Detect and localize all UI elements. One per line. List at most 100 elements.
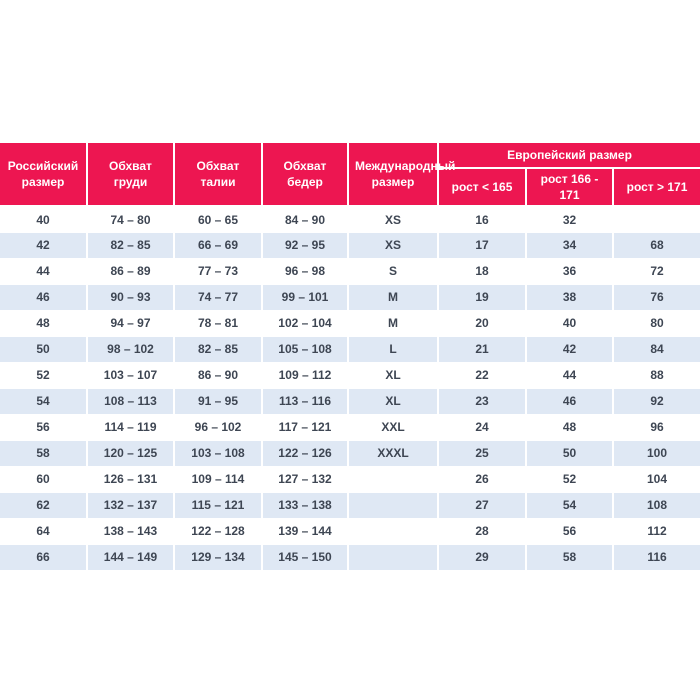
table-cell: 42	[525, 336, 613, 363]
column-header-height-gt-171: рост > 171	[612, 166, 700, 208]
table-cell: 115 – 121	[173, 492, 262, 519]
table-cell: 24	[437, 414, 526, 441]
table-cell: 127 – 132	[261, 466, 348, 493]
table-cell: 145 – 150	[261, 544, 348, 571]
table-cell: 138 – 143	[86, 518, 174, 545]
table-row: 46 90 – 93 74 – 77 99 – 101 M 19 38 76	[0, 284, 700, 311]
table-cell: 56	[525, 518, 613, 545]
table-cell: 56	[0, 414, 87, 441]
table-cell: 133 – 138	[261, 492, 348, 519]
table-cell: 129 – 134	[173, 544, 262, 571]
table-cell: 94 – 97	[86, 310, 174, 337]
table-cell: 122 – 126	[261, 440, 348, 467]
table-cell: 28	[437, 518, 526, 545]
table-cell: 62	[0, 492, 87, 519]
table-cell: 46	[525, 388, 613, 415]
table-cell: 109 – 114	[173, 466, 262, 493]
table-cell: 112	[612, 518, 700, 545]
table-cell: 40	[0, 206, 87, 233]
table-cell: 60	[0, 466, 87, 493]
table-row: 48 94 – 97 78 – 81 102 – 104 M 20 40 80	[0, 310, 700, 337]
table-row: 56 114 – 119 96 – 102 117 – 121 XXL 24 48 96	[0, 414, 700, 441]
table-cell: 82 – 85	[86, 232, 174, 259]
table-cell: 54	[0, 388, 87, 415]
table-cell: 34	[525, 232, 613, 259]
table-row: 54 108 – 113 91 – 95 113 – 116 XL 23 46 92	[0, 388, 700, 415]
table-cell: 74 – 77	[173, 284, 262, 311]
table-cell: 80	[612, 310, 700, 337]
table-cell: 82 – 85	[173, 336, 262, 363]
table-cell: 32	[525, 206, 613, 233]
table-cell: 96 – 102	[173, 414, 262, 441]
table-row: 58 120 – 125 103 – 108 122 – 126 XXXL 25 50 100	[0, 440, 700, 467]
table-cell: 58	[0, 440, 87, 467]
column-header-height-166-171: рост 166 - 171	[525, 166, 614, 208]
table-cell: 48	[0, 310, 87, 337]
table-cell: 60 – 65	[173, 206, 262, 233]
table-cell: 44	[0, 258, 87, 285]
table-cell: 38	[525, 284, 613, 311]
table-cell: 54	[525, 492, 613, 519]
column-header-waist: Обхват талии	[173, 143, 263, 208]
table-cell: 105 – 108	[261, 336, 348, 363]
table-cell: 76	[612, 284, 700, 311]
table-row: 52 103 – 107 86 – 90 109 – 112 XL 22 44 88	[0, 362, 700, 389]
table-cell: 16	[437, 206, 526, 233]
table-cell: 58	[525, 544, 613, 571]
table-cell: 78 – 81	[173, 310, 262, 337]
table-cell: 68	[612, 232, 700, 259]
table-cell: 144 – 149	[86, 544, 174, 571]
table-cell: 88	[612, 362, 700, 389]
column-header-hips: Обхват бедер	[261, 143, 349, 208]
table-cell: 104	[612, 466, 700, 493]
table-cell: 72	[612, 258, 700, 285]
table-cell: 23	[437, 388, 526, 415]
table-cell: L	[347, 336, 438, 363]
column-header-international-size: Международный размер	[347, 143, 455, 208]
table-cell: 46	[0, 284, 87, 311]
table-cell: 86 – 90	[173, 362, 262, 389]
table-cell: 52	[0, 362, 87, 389]
column-header-russian-size: Российский размер	[0, 143, 88, 208]
table-row: 42 82 – 85 66 – 69 92 – 95 XS 17 34 68	[0, 232, 700, 259]
table-cell	[347, 492, 438, 519]
table-cell: 19	[437, 284, 526, 311]
table-cell: 113 – 116	[261, 388, 348, 415]
table-cell: 139 – 144	[261, 518, 348, 545]
table-cell: 50	[0, 336, 87, 363]
table-cell: 116	[612, 544, 700, 571]
table-cell: 18	[437, 258, 526, 285]
table-cell: 44	[525, 362, 613, 389]
table-cell: 84	[612, 336, 700, 363]
table-cell: 120 – 125	[86, 440, 174, 467]
table-cell	[347, 518, 438, 545]
column-header-chest: Обхват груди	[86, 143, 175, 208]
table-cell: XS	[347, 206, 438, 233]
table-cell: 117 – 121	[261, 414, 348, 441]
table-cell: M	[347, 284, 438, 311]
table-cell: 66 – 69	[173, 232, 262, 259]
table-cell: 99 – 101	[261, 284, 348, 311]
table-row: 62 132 – 137 115 – 121 133 – 138 27 54 108	[0, 492, 700, 519]
column-header-height-lt-165: рост < 165	[438, 166, 527, 208]
table-row: 44 86 – 89 77 – 73 96 – 98 S 18 36 72	[0, 258, 700, 285]
table-cell: 21	[437, 336, 526, 363]
table-cell: 36	[525, 258, 613, 285]
table-cell: 42	[0, 232, 87, 259]
table-row: 50 98 – 102 82 – 85 105 – 108 L 21 42 84	[0, 336, 700, 363]
table-cell: 114 – 119	[86, 414, 174, 441]
table-cell: 122 – 128	[173, 518, 262, 545]
column-header-european-size-group: Европейский размер	[437, 143, 700, 169]
table-cell: 132 – 137	[86, 492, 174, 519]
table-cell: 126 – 131	[86, 466, 174, 493]
table-cell: 96	[612, 414, 700, 441]
table-cell: 48	[525, 414, 613, 441]
header-row-top: Российский размер Обхват груди Обхват та…	[0, 143, 700, 208]
table-cell: 77 – 73	[173, 258, 262, 285]
table-cell: XL	[347, 362, 438, 389]
table-cell: M	[347, 310, 438, 337]
table-cell: 52	[525, 466, 613, 493]
table-cell: 40	[525, 310, 613, 337]
table-cell	[612, 206, 700, 233]
